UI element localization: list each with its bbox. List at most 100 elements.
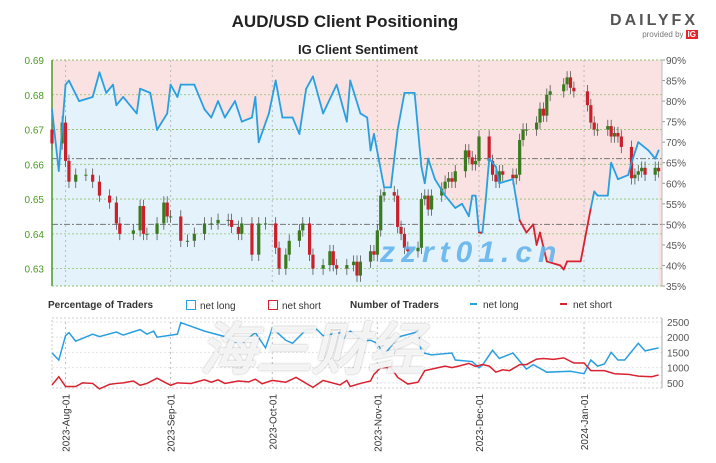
net-long-pct-segment [511, 178, 521, 222]
legend-num-long-label: net long [483, 300, 519, 311]
net-long-pct-segment [112, 83, 118, 107]
candle-body [521, 129, 525, 140]
candle [277, 241, 281, 275]
candle [474, 154, 478, 171]
candle [619, 130, 623, 154]
candle [114, 196, 118, 230]
candle [165, 196, 169, 223]
candle [585, 85, 590, 112]
candle-body [114, 202, 118, 224]
net-long-pct-segment [589, 190, 596, 209]
candle-body [216, 219, 220, 224]
candle-body [606, 126, 610, 130]
candle [467, 144, 471, 164]
candle [97, 175, 102, 202]
candle [426, 189, 430, 216]
candle-body [453, 171, 457, 182]
candle-body [562, 84, 566, 92]
date-tick-label: 2024-Jan-01 [580, 394, 591, 451]
net-long-pct-segment [423, 157, 430, 185]
candle-body [633, 174, 637, 179]
watermark-url: zzrt01.cn [380, 236, 563, 269]
net-long-pct-segment [617, 174, 630, 181]
pct-tick-label: 55% [666, 200, 686, 211]
net-long-pct-segment [539, 231, 548, 263]
candle [284, 248, 288, 275]
candle-body [643, 167, 647, 175]
candle-body [612, 133, 617, 137]
candle-body [379, 195, 383, 231]
legend-num-short: net short [560, 300, 612, 312]
legend-line-long [470, 303, 477, 305]
candle-body [514, 174, 518, 179]
candle [396, 189, 400, 234]
candle [263, 217, 268, 230]
candle [250, 217, 254, 261]
candle [541, 102, 545, 122]
candle-body [355, 261, 359, 276]
chart-title: AUD/USD Client Positioning [231, 12, 459, 31]
net-long-pct-segment [434, 178, 447, 197]
net-long-pct-segment [627, 161, 633, 176]
net-long-pct-segment [176, 83, 182, 98]
net-long-pct-segment [345, 79, 352, 123]
net-long-pct-segment [291, 116, 301, 135]
price-tick-label: 0.64 [25, 230, 45, 241]
candle-body [284, 254, 288, 269]
net-long-pct-segment [240, 116, 253, 123]
candle [230, 213, 234, 234]
candle [494, 168, 498, 188]
candle [545, 88, 549, 122]
candle [328, 244, 332, 272]
candle [179, 210, 183, 248]
legend-pct-short-label: net short [282, 301, 321, 312]
candle [392, 185, 396, 202]
candle-body [63, 122, 68, 161]
candle [653, 161, 657, 181]
candle-body [192, 233, 196, 241]
net-long-pct-segment [257, 112, 270, 144]
candle [429, 189, 434, 216]
candle [209, 217, 213, 230]
candle [565, 71, 569, 91]
candle [297, 224, 301, 248]
pct-tick-label: 75% [666, 118, 686, 129]
candle-body [426, 195, 430, 210]
candle [423, 189, 427, 206]
net-long-pct-segment [373, 133, 386, 189]
candle-body [657, 167, 661, 172]
candle-body [50, 129, 54, 144]
pct-tick-label: 80% [666, 97, 686, 108]
candle [636, 165, 640, 181]
candle-body [446, 178, 451, 182]
candle [311, 248, 315, 275]
candle [463, 144, 468, 178]
candle-body [636, 171, 640, 175]
traders-tick-label: 500 [667, 379, 684, 390]
candle [453, 165, 457, 188]
candle-body [440, 188, 444, 196]
net-long-pct-segment [51, 108, 60, 172]
candle-body [535, 122, 539, 130]
net-long-pct-segment [545, 260, 562, 267]
date-tick-label: 2023-Sep-01 [167, 394, 178, 452]
candle-body [352, 261, 356, 266]
candle [643, 161, 647, 181]
net-long-pct-segment [532, 223, 538, 246]
candle-body [230, 219, 234, 227]
candle-body [419, 199, 423, 248]
candle-body [402, 233, 407, 248]
net-long-pct-segment [98, 71, 108, 94]
candle [67, 154, 71, 188]
candle-body [155, 223, 159, 234]
candle-body [501, 171, 505, 175]
net-long-pct-segment [193, 83, 206, 111]
candle [548, 85, 552, 102]
candle-body [138, 206, 142, 231]
net-long-pct-segment [484, 157, 491, 201]
price-tick-label: 0.66 [25, 160, 45, 171]
candle [192, 227, 196, 248]
watermark-cn: 海三财经 [200, 318, 424, 381]
candle-body [497, 171, 501, 182]
candle-body [443, 181, 447, 189]
